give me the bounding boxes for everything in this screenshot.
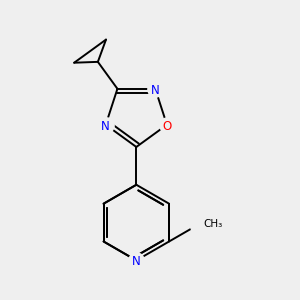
Text: N: N [101, 120, 110, 133]
Text: CH₃: CH₃ [203, 219, 223, 229]
Text: O: O [162, 120, 172, 133]
Text: N: N [151, 84, 160, 97]
Text: N: N [132, 255, 141, 268]
